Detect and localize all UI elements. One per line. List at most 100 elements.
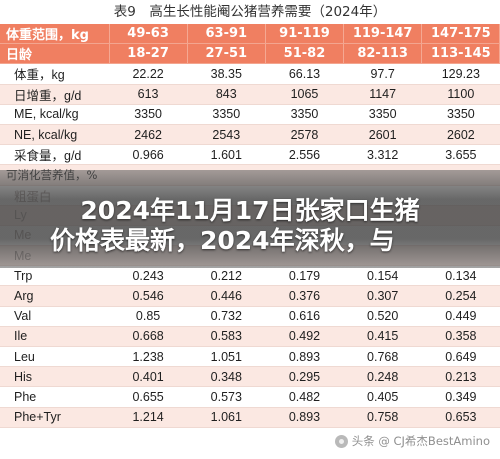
table-cell: 0.573 xyxy=(187,386,266,408)
table-cell: 27-51 xyxy=(187,43,266,65)
table-row: Arg 0.546 0.446 0.376 0.307 0.254 xyxy=(0,285,500,307)
table-cell: 147-175 xyxy=(421,24,500,45)
header-row: 日龄 18-27 27-51 51-82 82-113 113-145 xyxy=(0,43,500,65)
table-cell: 3350 xyxy=(109,104,188,125)
table-cell: 2578 xyxy=(265,124,344,146)
table-cell: 0.446 xyxy=(187,285,266,307)
table-cell: 0.213 xyxy=(421,366,500,388)
row-label: Val xyxy=(0,306,109,327)
table-cell: 2602 xyxy=(421,124,500,146)
row-label: Ile xyxy=(0,326,109,348)
table-cell: 0.254 xyxy=(421,285,500,307)
table-cell: 66.13 xyxy=(265,63,344,85)
watermark: 头条 @ CJ希杰BestAmino xyxy=(334,433,490,449)
row-label: 采食量，g/d xyxy=(0,144,109,166)
row-label: Arg xyxy=(0,285,109,307)
table-cell: 91-119 xyxy=(265,24,345,45)
table-cell: 0.653 xyxy=(421,407,500,428)
table-cell: 0.668 xyxy=(109,326,188,348)
table-caption: 表9 高生长性能阉公猪营养需要（2024年） xyxy=(113,4,387,20)
table-cell: 613 xyxy=(109,84,188,105)
row-label: ME, kcal/kg xyxy=(0,104,109,125)
row-label: NE, kcal/kg xyxy=(0,124,109,146)
toutiao-logo-icon xyxy=(334,434,348,448)
row-label: Phe+Tyr xyxy=(0,407,109,428)
table-cell: 0.732 xyxy=(187,306,266,327)
table-row: 体重，kg 22.22 38.35 66.13 97.7 129.23 xyxy=(0,63,500,85)
table-row: NE, kcal/kg 2462 2543 2578 2601 2602 xyxy=(0,124,500,146)
table-cell: 1100 xyxy=(421,84,500,105)
table-cell: 119-147 xyxy=(343,24,423,45)
row-label: Phe xyxy=(0,386,109,408)
table-cell: 0.492 xyxy=(265,326,344,348)
header-row: 体重范围，kg 49-63 63-91 91-119 119-147 147-175 xyxy=(0,24,500,45)
table-cell: 0.893 xyxy=(265,346,344,368)
table-cell: 1147 xyxy=(343,84,422,105)
table-cell: 63-91 xyxy=(187,24,266,45)
table-cell: 0.85 xyxy=(109,306,188,327)
table-cell: 843 xyxy=(187,84,266,105)
row-label: 体重范围，kg xyxy=(0,24,110,45)
table-row: Val 0.85 0.732 0.616 0.520 0.449 xyxy=(0,306,500,327)
table-cell: 0.893 xyxy=(265,407,344,428)
table-cell: 0.616 xyxy=(265,306,344,327)
headline-line-1: 2024年11月17日张家口生猪 xyxy=(80,196,420,225)
watermark-text: 头条 @ CJ希杰BestAmino xyxy=(351,434,490,448)
table-cell: 3350 xyxy=(187,104,266,125)
table-cell: 0.449 xyxy=(421,306,500,327)
row-label: Trp xyxy=(0,265,109,287)
table-cell: 0.134 xyxy=(421,265,500,287)
row-label: 体重，kg xyxy=(0,63,109,85)
table-cell: 0.307 xyxy=(343,285,422,307)
table-row: Ile 0.668 0.583 0.492 0.415 0.358 xyxy=(0,326,500,348)
table-cell: 0.358 xyxy=(421,326,500,348)
table-cell: 1.601 xyxy=(187,144,266,166)
table-row: Phe 0.655 0.573 0.482 0.405 0.349 xyxy=(0,386,500,408)
row-label: 日龄 xyxy=(0,43,110,65)
table-cell: 0.649 xyxy=(421,346,500,368)
table-cell: 1065 xyxy=(265,84,344,105)
table-cell: 0.295 xyxy=(265,366,344,388)
table-cell: 0.154 xyxy=(343,265,422,287)
table-cell: 0.583 xyxy=(187,326,266,348)
table-cell: 2462 xyxy=(109,124,188,146)
table-cell: 49-63 xyxy=(109,24,188,45)
table-row: 采食量，g/d 0.966 1.601 2.556 3.312 3.655 xyxy=(0,144,500,166)
table-cell: 0.482 xyxy=(265,386,344,408)
table-row: Phe+Tyr 1.214 1.061 0.893 0.758 0.653 xyxy=(0,407,500,428)
table-cell: 0.376 xyxy=(265,285,344,307)
headline-banner[interactable]: 2024年11月17日张家口生猪 价格表最新，2024年深秋，与 xyxy=(0,170,500,268)
table-cell: 0.415 xyxy=(343,326,422,348)
table-row: 日增重，g/d 613 843 1065 1147 1100 xyxy=(0,84,500,105)
table-cell: 0.243 xyxy=(109,265,188,287)
table-cell: 3.655 xyxy=(421,144,500,166)
row-label: Leu xyxy=(0,346,109,368)
row-label: 日增重，g/d xyxy=(0,84,109,105)
table-row: Trp 0.243 0.212 0.179 0.154 0.134 xyxy=(0,265,500,287)
headline-line-2: 价格表最新，2024年深秋，与 xyxy=(50,226,395,255)
table-cell: 0.349 xyxy=(421,386,500,408)
table-cell: 2.556 xyxy=(265,144,344,166)
table-cell: 0.768 xyxy=(343,346,422,368)
table-cell: 0.546 xyxy=(109,285,188,307)
table-cell: 3350 xyxy=(421,104,500,125)
table-cell: 3.312 xyxy=(343,144,422,166)
table-cell: 82-113 xyxy=(343,43,423,65)
table-cell: 1.061 xyxy=(187,407,266,428)
table-cell: 51-82 xyxy=(265,43,345,65)
table-cell: 1.238 xyxy=(109,346,188,368)
table-cell: 0.520 xyxy=(343,306,422,327)
table-cell: 0.401 xyxy=(109,366,188,388)
table-cell: 113-145 xyxy=(421,43,500,65)
table-cell: 0.179 xyxy=(265,265,344,287)
table-cell: 0.966 xyxy=(109,144,188,166)
table-cell: 0.758 xyxy=(343,407,422,428)
table-cell: 0.212 xyxy=(187,265,266,287)
table-cell: 3350 xyxy=(343,104,422,125)
table-cell: 38.35 xyxy=(187,63,266,85)
table-row: Leu 1.238 1.051 0.893 0.768 0.649 xyxy=(0,346,500,368)
table-cell: 1.214 xyxy=(109,407,188,428)
table-cell: 18-27 xyxy=(109,43,188,65)
table-cell: 2543 xyxy=(187,124,266,146)
